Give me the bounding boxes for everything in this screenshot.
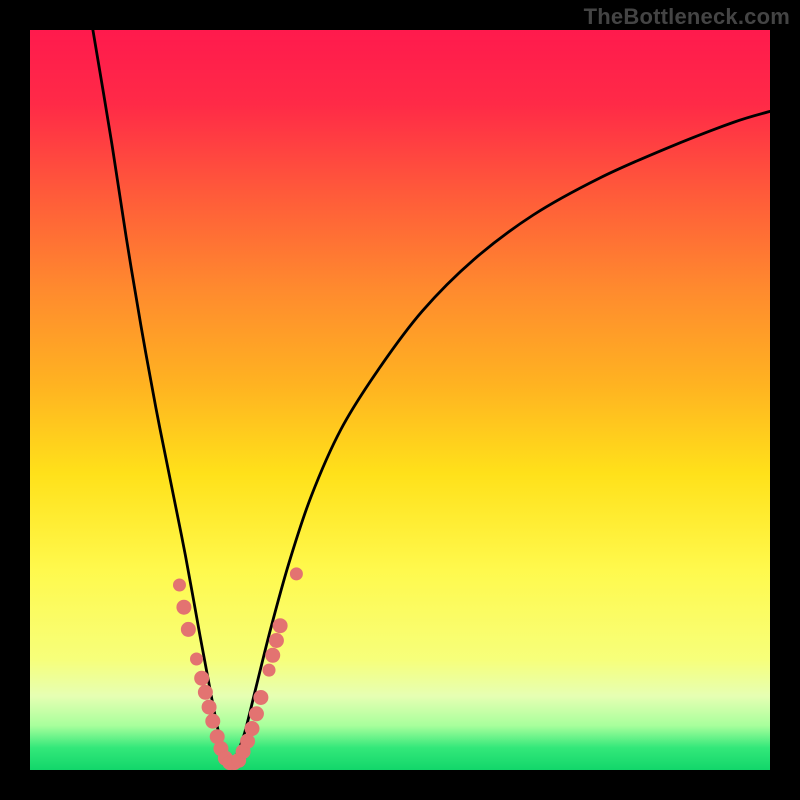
data-marker [202,700,216,714]
data-marker [249,707,263,721]
data-marker [245,722,259,736]
data-marker [206,714,220,728]
data-marker [195,671,209,685]
data-marker [191,653,203,665]
data-marker [263,664,275,676]
data-marker [273,619,287,633]
data-marker [269,634,283,648]
bottleneck-chart [0,0,800,800]
data-marker [254,690,268,704]
data-marker [177,600,191,614]
data-marker [266,648,280,662]
data-marker [198,685,212,699]
data-marker [173,579,185,591]
chart-root: TheBottleneck.com [0,0,800,800]
data-marker [241,734,255,748]
data-marker [290,568,302,580]
plot-background [30,30,770,770]
data-marker [181,622,195,636]
watermark-text: TheBottleneck.com [584,4,790,30]
